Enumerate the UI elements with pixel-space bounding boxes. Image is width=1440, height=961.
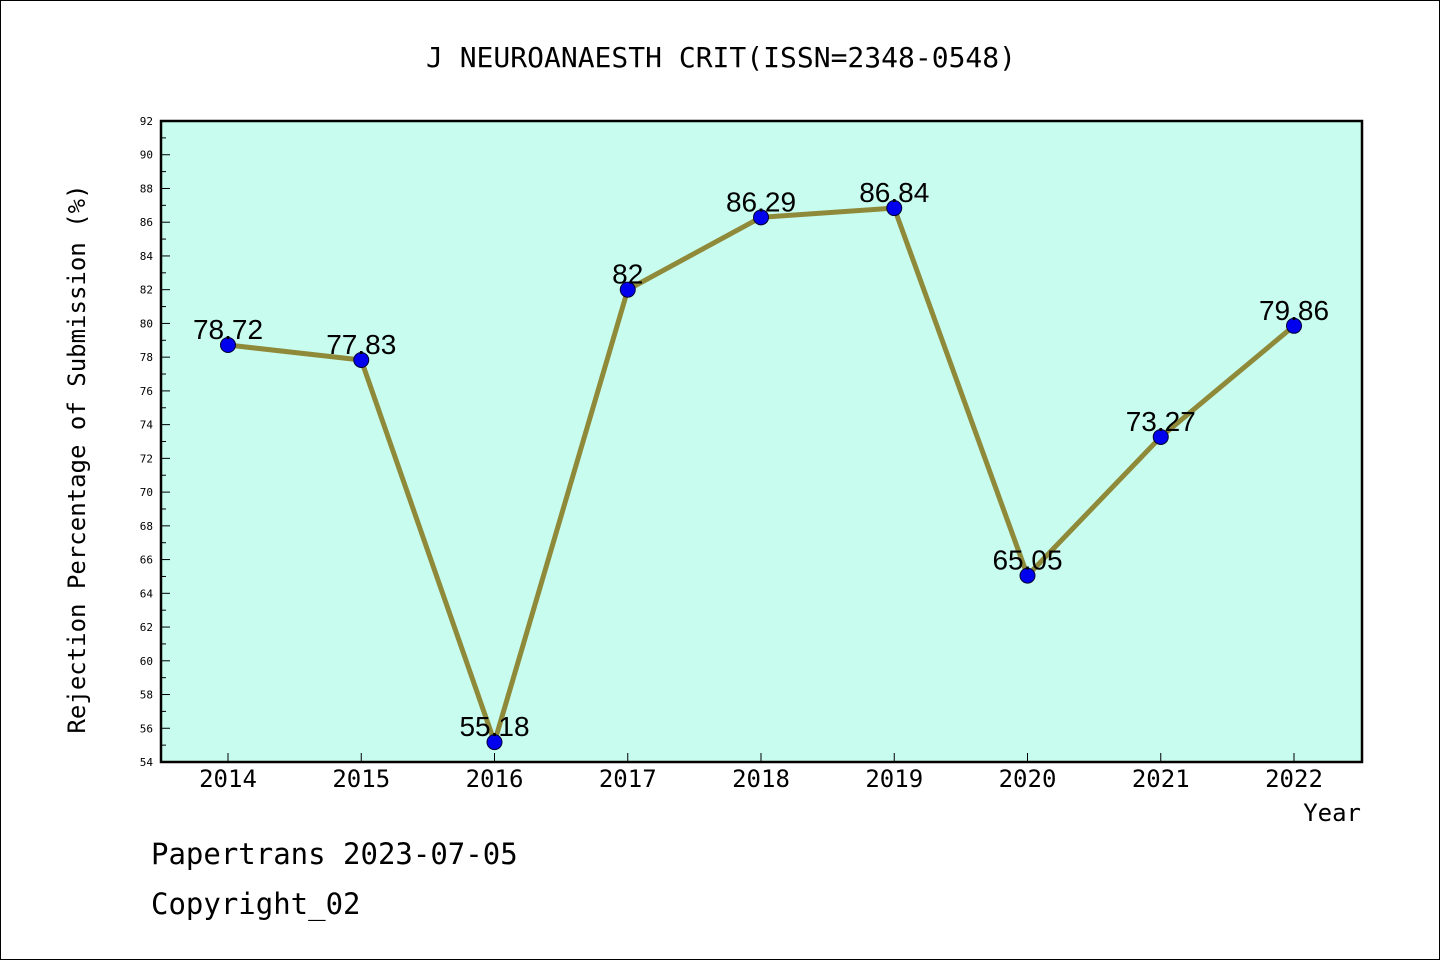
y-tick-label: 76 <box>140 385 153 398</box>
x-tick-label: 2021 <box>1132 765 1190 793</box>
y-tick-label: 66 <box>140 554 153 567</box>
data-value-label: 78.72 <box>193 314 263 345</box>
data-markers <box>220 200 1302 751</box>
y-tick-label: 80 <box>140 317 153 330</box>
x-axis-ticks: 2014 2015 2016 2017 2018 2019 2020 2021 2022 <box>199 753 1323 793</box>
x-tick-label: 2019 <box>865 765 923 793</box>
data-point-marker <box>886 200 903 217</box>
y-tick-label: 62 <box>140 621 153 634</box>
data-value-label: 82 <box>612 259 643 290</box>
y-tick-label: 90 <box>140 149 153 162</box>
chart-title: J NEUROANAESTH CRIT(ISSN=2348-0548) <box>426 41 1016 74</box>
data-point-marker <box>220 337 236 354</box>
data-point-marker <box>1286 317 1302 334</box>
data-value-label: 86.84 <box>859 177 929 208</box>
data-value-label: 55.18 <box>459 711 529 742</box>
x-tick-label: 2020 <box>999 765 1057 793</box>
data-point-marker <box>1152 428 1169 445</box>
x-tick-label: 2017 <box>599 765 657 793</box>
y-tick-label: 72 <box>140 452 153 465</box>
y-tick-label: 56 <box>140 722 153 735</box>
y-axis-label: Rejection Percentage of Submission (%) <box>63 184 91 733</box>
data-labels: 78.72 77.83 55.18 82 86.29 86.84 65.05 73.27 79.… <box>193 177 1329 742</box>
y-tick-label: 86 <box>140 216 153 229</box>
y-tick-label: 54 <box>140 756 154 769</box>
data-value-label: 65.05 <box>992 545 1062 576</box>
data-value-label: 79.86 <box>1259 295 1329 326</box>
data-point-marker <box>753 209 769 226</box>
y-tick-label: 78 <box>140 351 153 364</box>
y-axis-ticks: 54 56 58 60 62 64 66 68 70 72 74 76 78 80 82 84 86 88 90 92 <box>140 115 170 769</box>
data-point-marker <box>619 281 636 298</box>
data-value-label: 86.29 <box>726 186 796 217</box>
y-tick-label: 64 <box>140 587 154 600</box>
data-value-label: 73.27 <box>1126 406 1196 437</box>
data-point-marker <box>486 734 503 751</box>
y-tick-label: 82 <box>140 284 153 297</box>
data-point-marker <box>1019 567 1036 584</box>
x-tick-label: 2014 <box>199 765 257 793</box>
y-tick-label: 68 <box>140 520 153 533</box>
y-tick-label: 88 <box>140 182 153 195</box>
data-value-label: 77.83 <box>326 329 396 360</box>
y-tick-label: 74 <box>140 419 154 432</box>
y-tick-label: 60 <box>140 655 153 668</box>
y-tick-label: 92 <box>140 115 153 128</box>
y-tick-label: 84 <box>140 250 154 263</box>
x-tick-label: 2015 <box>332 765 390 793</box>
y-tick-label: 70 <box>140 486 153 499</box>
x-tick-label: 2016 <box>466 765 524 793</box>
x-tick-label: 2022 <box>1265 765 1323 793</box>
data-point-marker <box>353 352 370 369</box>
source-date-text: Papertrans 2023-07-05 <box>151 837 518 871</box>
x-axis-label: Year <box>1303 799 1361 827</box>
x-tick-label: 2018 <box>732 765 790 793</box>
copyright-text: Copyright_02 <box>151 887 361 921</box>
y-tick-label: 58 <box>140 689 153 702</box>
